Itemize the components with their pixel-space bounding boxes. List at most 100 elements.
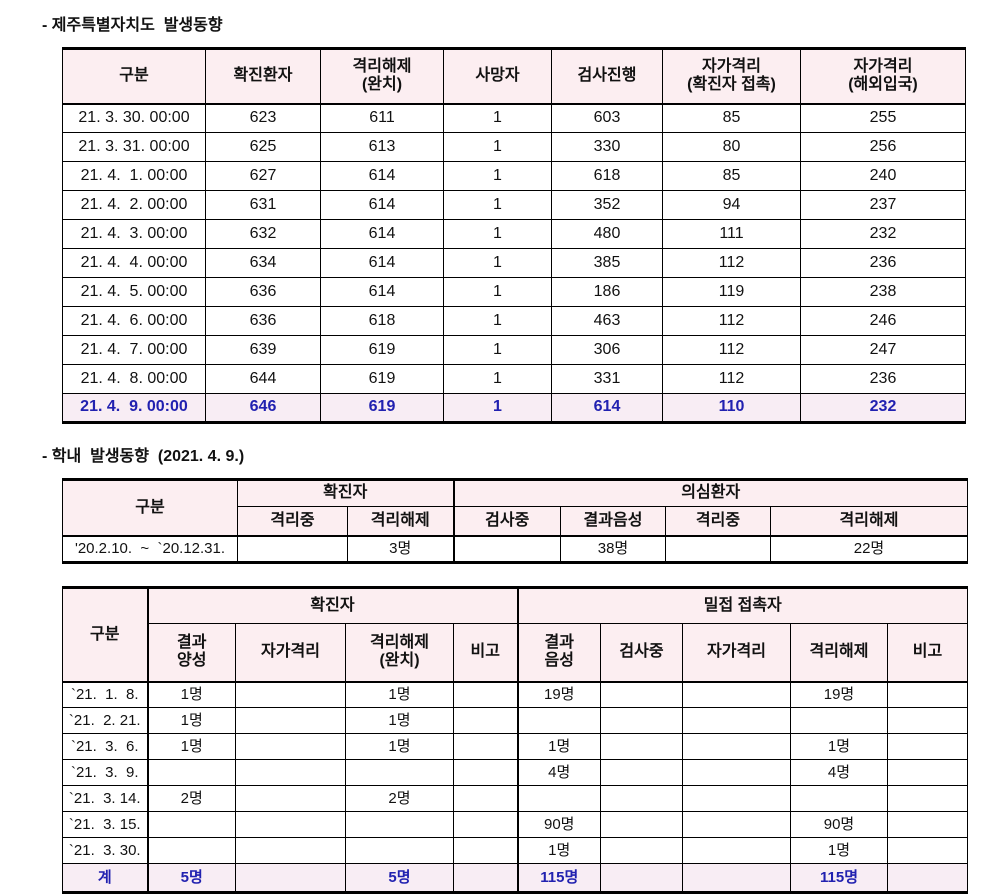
table-cell: 90명 [516,811,601,838]
table-cell: 112 [662,248,801,278]
table-cell: 1 [443,306,552,336]
date-cell: 21. 3. 30. 00:00 [62,103,206,133]
table-row: 21. 4. 6. 00:00 636 618 1 463 112 246 [62,306,966,336]
table-row: 21. 4. 4. 00:00 634 614 1 385 112 236 [62,248,966,278]
date-cell: 21. 4. 1. 00:00 [62,161,206,191]
table-cell: 330 [551,132,663,162]
col-header-positive: 결과 양성 [146,623,236,683]
jeju-trend-body: 21. 3. 30. 00:00 623 611 1 603 85 255 21… [62,103,966,423]
col-header-category: 구분 [62,479,238,537]
table-cell: 614 [320,161,444,191]
table-cell: 2명 [146,785,236,812]
col-header-negative: 결과음성 [560,506,666,537]
group-header-confirmed: 확진자 [237,479,454,507]
table-cell: 611 [320,103,444,133]
table-cell: 115명 [516,863,601,893]
jeju-trend-table: 구분 확진환자 격리해제 (완치) 사망자 검사진행 자가격리 (확진자 접촉)… [62,47,966,424]
group-header-confirmed: 확진자 [146,587,518,624]
table-row: 계 5명 5명 115명 115명 [62,863,968,893]
table-cell: 246 [800,306,966,336]
table-row: `21. 3. 14. 2명 2명 [62,785,968,812]
table-cell: 238 [800,277,966,307]
table-cell: 1 [443,219,552,249]
table-cell: 1명 [516,733,601,760]
col-header-self-quarantine-contact: 자가격리 (확진자 접촉) [662,48,801,105]
col-header-note: 비고 [453,623,518,683]
date-range-cell: '20.2.10. ~ `20.12.31. [62,535,238,563]
table-cell: 636 [205,306,321,336]
table-cell: 1명 [790,733,888,760]
table-cell: 1 [443,190,552,220]
table-cell: 639 [205,335,321,365]
table-cell [887,759,968,786]
table-row: `21. 3. 15. 90명 90명 [62,811,968,838]
date-cell: 21. 3. 31. 00:00 [62,132,206,162]
col-header-released-2: 격리해제 [770,506,968,537]
table-cell [516,785,601,812]
table-cell [452,535,561,563]
table-row: `21. 2. 21. 1명 1명 [62,707,968,734]
table-cell: 1명 [345,707,454,734]
table-cell: 232 [800,393,966,423]
table-cell: 255 [800,103,966,133]
table-cell [682,785,791,812]
col-header-category: 구분 [62,48,206,105]
table-cell: 112 [662,306,801,336]
table-cell [235,863,346,893]
table-cell [600,759,683,786]
table-row: '20.2.10. ~ `20.12.31. 3명 38명 22명 [62,535,968,563]
col-header-released-cured: 격리해제 (완치) [345,623,454,683]
table-cell: 236 [800,248,966,278]
table-cell [146,759,236,786]
table-cell: 619 [320,335,444,365]
table-cell [453,785,518,812]
table-row: 21. 4. 8. 00:00 644 619 1 331 112 236 [62,364,966,394]
table-cell [682,759,791,786]
group-header-close-contacts: 밀접 접촉자 [516,587,968,624]
date-cell: 21. 4. 2. 00:00 [62,190,206,220]
table-cell: 119 [662,277,801,307]
date-cell: 21. 4. 4. 00:00 [62,248,206,278]
col-header-in-quarantine: 격리중 [237,506,348,537]
table-row: 21. 3. 31. 00:00 625 613 1 330 80 256 [62,132,966,162]
table-cell [453,759,518,786]
table-cell: 352 [551,190,663,220]
section-title-campus-trend: - 학내 발생동향 (2021. 4. 9.) [42,448,245,465]
table-row: 21. 4. 1. 00:00 627 614 1 618 85 240 [62,161,966,191]
table-cell: 5명 [146,863,236,893]
table-cell [887,707,968,734]
table-cell: 1명 [516,837,601,864]
table-cell [453,863,518,893]
table-cell [887,837,968,864]
table-cell: 1명 [146,681,236,708]
table-cell [682,733,791,760]
col-header-released: 격리해제 (완치) [320,48,444,105]
table-cell: 618 [551,161,663,191]
table-cell: 112 [662,364,801,394]
table-cell [453,811,518,838]
date-cell: 21. 4. 5. 00:00 [62,277,206,307]
table-cell [600,837,683,864]
table-cell: 4명 [790,759,888,786]
campus-summary-table: 구분 확진자 의심환자 격리중 격리해제 검사중 결과음성 격리중 격리해제 '… [62,478,968,564]
col-header-released: 격리해제 [347,506,454,537]
table-cell: 112 [662,335,801,365]
table-cell: 1 [443,393,552,423]
table-cell [887,733,968,760]
table-cell [453,681,518,708]
date-cell: `21. 3. 9. [62,759,148,786]
table-cell [453,707,518,734]
table-cell [887,863,968,893]
col-header-deaths: 사망자 [443,48,552,105]
table-cell [887,811,968,838]
table-cell [887,785,968,812]
date-cell: `21. 2. 21. [62,707,148,734]
date-cell: `21. 3. 6. [62,733,148,760]
table-cell [237,535,348,563]
table-cell [146,811,236,838]
table-cell: 1 [443,364,552,394]
col-header-in-quarantine-2: 격리중 [665,506,771,537]
table-cell: 4명 [516,759,601,786]
table-cell [682,707,791,734]
table-cell: 256 [800,132,966,162]
